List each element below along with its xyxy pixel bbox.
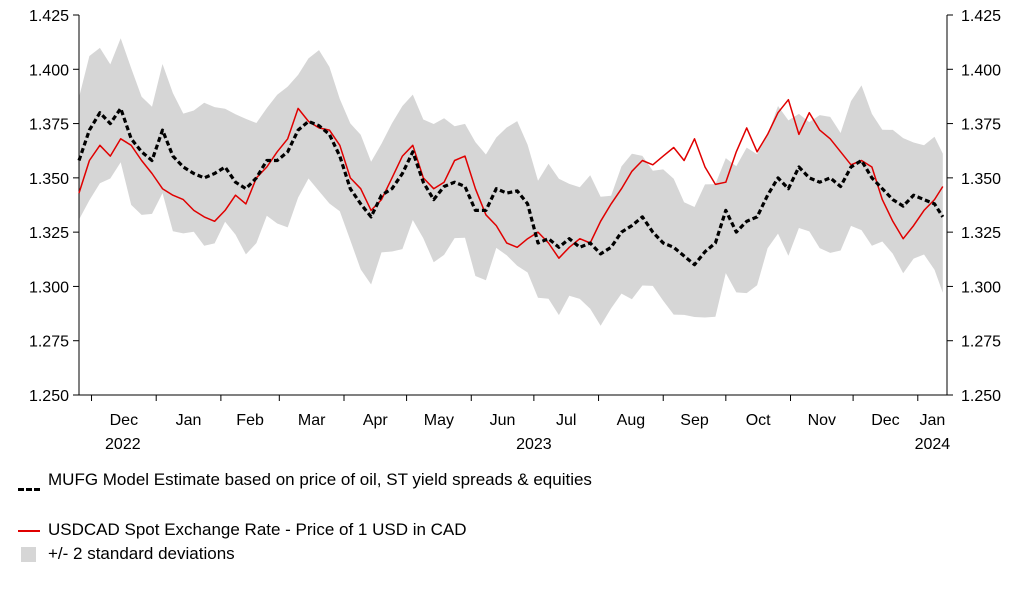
y-tick-label-left: 1.425 [29, 8, 69, 25]
x-tick-label: Sep [680, 412, 709, 429]
x-tick-label: Nov [808, 412, 836, 429]
y-tick-label-right: 1.250 [961, 388, 1001, 405]
x-year-label: 2022 [105, 436, 141, 453]
x-tick-label: Aug [617, 412, 645, 429]
y-tick-label-right: 1.275 [961, 334, 1001, 351]
x-tick-label: Apr [363, 412, 389, 429]
legend-swatch-spot [18, 530, 40, 532]
y-tick-label-left: 1.275 [29, 334, 69, 351]
series-line-model [77, 106, 945, 267]
x-tick-label: Feb [236, 412, 264, 429]
legend-swatch-model [18, 488, 40, 491]
x-tick-label: Mar [298, 412, 326, 429]
series-lines [77, 98, 945, 267]
y-tick-label-right: 1.350 [961, 171, 1001, 188]
y-tick-label-right: 1.375 [961, 117, 1001, 134]
y-tick-label-left: 1.375 [29, 117, 69, 134]
x-tick-label: Jan [919, 412, 945, 429]
legend-swatch-band [21, 547, 36, 562]
legend-item-model: MUFG Model Estimate based on price of oi… [18, 470, 618, 512]
y-tick-label-left: 1.400 [29, 62, 69, 79]
y-tick-label-left: 1.325 [29, 225, 69, 242]
legend-label-model: MUFG Model Estimate based on price of oi… [48, 470, 592, 489]
x-year-label: 2024 [915, 436, 951, 453]
y-tick-label-right: 1.425 [961, 8, 1001, 25]
chart: 1.250 1.250 1.275 1.275 1.300 1.300 1.325 1.325… [29, 8, 1001, 453]
legend-label-band: +/- 2 standard deviations [48, 544, 235, 563]
y-tick-label-right: 1.300 [961, 279, 1001, 296]
x-tick-label: Jan [176, 412, 202, 429]
x-tick-label: Oct [746, 412, 771, 429]
y-tick-label-left: 1.350 [29, 171, 69, 188]
y-tick-label-left: 1.300 [29, 279, 69, 296]
legend: MUFG Model Estimate based on price of oi… [18, 470, 618, 568]
y-tick-label-right: 1.325 [961, 225, 1001, 242]
x-tick-label: Jun [490, 412, 516, 429]
x-tick-label: Jul [556, 412, 576, 429]
x-tick-label: May [424, 412, 454, 429]
x-year-label: 2023 [516, 436, 552, 453]
confidence-band [79, 38, 943, 326]
series-line-spot [78, 98, 944, 259]
x-tick-label: Dec [110, 412, 138, 429]
legend-item-spot: USDCAD Spot Exchange Rate - Price of 1 U… [18, 520, 618, 540]
x-tick-label: Dec [871, 412, 899, 429]
y-tick-label-right: 1.400 [961, 62, 1001, 79]
axes: 1.250 1.250 1.275 1.275 1.300 1.300 1.325 1.325… [29, 8, 1001, 453]
band-area [79, 38, 943, 326]
legend-item-band: +/- 2 standard deviations [18, 544, 618, 564]
legend-label-spot: USDCAD Spot Exchange Rate - Price of 1 U… [48, 520, 467, 539]
y-tick-label-left: 1.250 [29, 388, 69, 405]
